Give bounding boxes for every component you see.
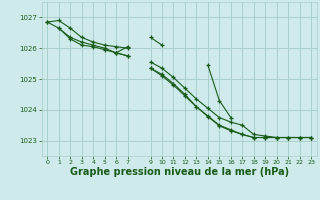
X-axis label: Graphe pression niveau de la mer (hPa): Graphe pression niveau de la mer (hPa) xyxy=(70,167,289,177)
